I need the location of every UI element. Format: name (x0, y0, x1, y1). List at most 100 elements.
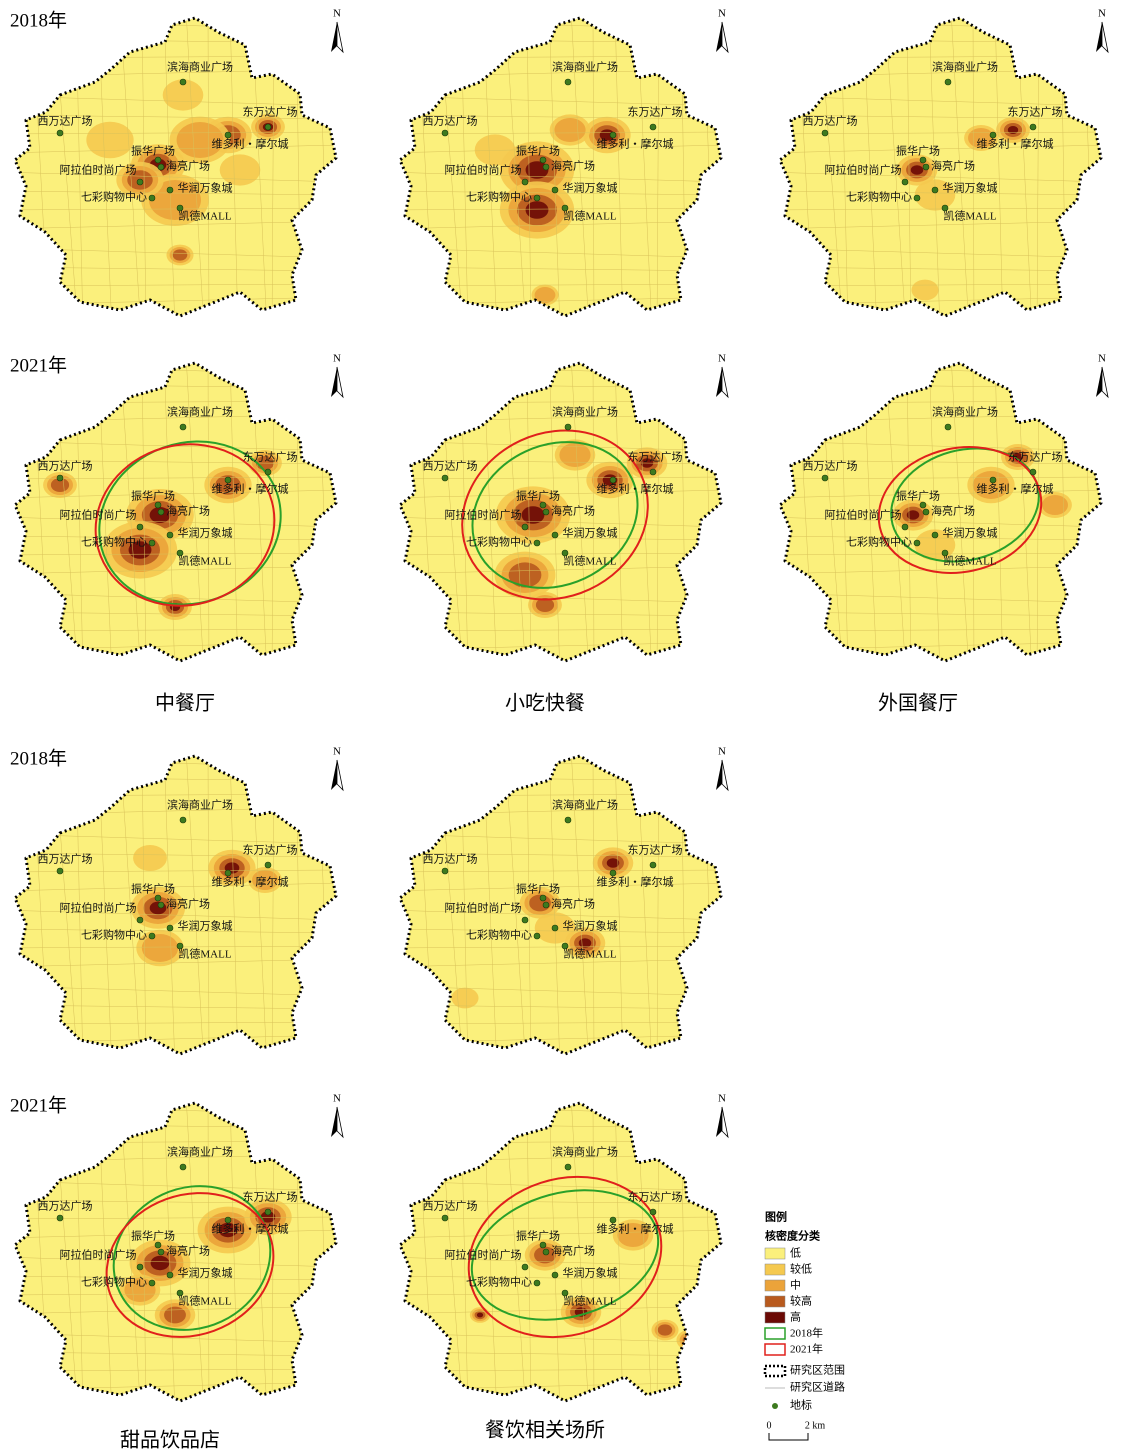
density-spot (133, 845, 167, 871)
density-spot (554, 118, 585, 142)
landmark-label: 七彩购物中心 (466, 190, 532, 204)
landmark-label: 海亮广场 (551, 504, 595, 518)
landmark-label: 滨海商业广场 (167, 405, 233, 419)
landmark-dot (155, 157, 161, 163)
landmark-dot (650, 124, 656, 130)
landmark-label: 维多利・摩尔城 (212, 482, 289, 496)
landmark-dot (225, 1217, 231, 1223)
landmark-label: 七彩购物中心 (466, 535, 532, 549)
landmark-label: 维多利・摩尔城 (597, 482, 674, 496)
north-arrow (716, 760, 722, 790)
landmark-dot (610, 1217, 616, 1223)
density-spot (723, 842, 738, 853)
map-panel: 滨海商业广场西万达广场东万达广场维多利・摩尔城振华广场海亮广场阿拉伯时尚广场华润… (385, 353, 728, 675)
landmark-label: 海亮广场 (551, 897, 595, 911)
landmark-dot (137, 524, 143, 530)
landmark-dot (822, 475, 828, 481)
landmark-label: 西万达广场 (38, 459, 93, 473)
landmark-dot (932, 187, 938, 193)
north-label: N (718, 8, 726, 20)
map-panel: 滨海商业广场西万达广场东万达广场维多利・摩尔城振华广场海亮广场阿拉伯时尚广场华润… (765, 8, 1108, 330)
landmark-dot (522, 1264, 528, 1270)
landmark-label: 七彩购物中心 (846, 535, 912, 549)
landmark-dot (902, 524, 908, 530)
landmark-dot (534, 540, 540, 546)
landmark-label: 东万达广场 (1008, 105, 1063, 119)
legend-label: 地标 (790, 1398, 812, 1412)
north-arrow (331, 1107, 337, 1137)
landmark-label: 凯德MALL (178, 947, 231, 961)
landmark-dot (565, 817, 571, 823)
year-label: 2018年 (10, 9, 67, 31)
landmark-label: 滨海商业广场 (552, 60, 618, 74)
landmark-dot (610, 132, 616, 138)
legend-label: 2018年 (790, 1326, 823, 1340)
density-spot (607, 858, 619, 868)
landmark-dot (543, 1249, 549, 1255)
landmark-dot (914, 195, 920, 201)
landmark-label: 振华广场 (896, 489, 940, 503)
landmark-label: 阿拉伯时尚广场 (60, 1248, 137, 1262)
landmark-dot (522, 179, 528, 185)
north-arrow (331, 22, 337, 52)
landmark-label: 海亮广场 (931, 504, 975, 518)
density-spot (173, 249, 188, 260)
road (395, 10, 405, 330)
north-label: N (333, 746, 341, 758)
landmark-label: 七彩购物中心 (81, 928, 147, 942)
landmark-label: 东万达广场 (628, 450, 683, 464)
legend-swatch (765, 1264, 785, 1275)
landmark-label: 振华广场 (131, 144, 175, 158)
road (775, 10, 785, 330)
road (10, 355, 20, 675)
landmark-label: 凯德MALL (943, 554, 996, 568)
landmark-dot (552, 187, 558, 193)
landmark-label: 振华广场 (896, 144, 940, 158)
landmark-dot (822, 130, 828, 136)
north-label: N (718, 1093, 726, 1105)
landmark-dot (167, 532, 173, 538)
map-panel: 滨海商业广场西万达广场东万达广场维多利・摩尔城振华广场海亮广场阿拉伯时尚广场华润… (0, 746, 343, 1068)
landmark-label: 振华广场 (516, 489, 560, 503)
category-label: 中餐厅 (155, 692, 215, 715)
landmark-dot (265, 862, 271, 868)
landmark-label: 东万达广场 (243, 105, 298, 119)
legend: 图例核密度分类低较低中较高高2018年2021年研究区范围研究区道路地标02 k… (765, 1210, 845, 1440)
landmark-label: 东万达广场 (628, 1190, 683, 1204)
landmark-label: 海亮广场 (166, 1244, 210, 1258)
road (10, 10, 20, 330)
road (395, 355, 405, 675)
landmark-label: 西万达广场 (38, 1199, 93, 1213)
road (720, 10, 725, 330)
landmark-label: 滨海商业广场 (932, 405, 998, 419)
landmark-label: 东万达广场 (243, 450, 298, 464)
legend-swatch (765, 1312, 785, 1323)
legend-swatch (765, 1248, 785, 1259)
north-arrow (716, 367, 722, 397)
density-spot (579, 938, 591, 948)
year-label: 2021年 (10, 354, 67, 376)
landmark-label: 华润万象城 (943, 181, 998, 195)
landmark-label: 维多利・摩尔城 (597, 137, 674, 151)
landmark-label: 阿拉伯时尚广场 (60, 508, 137, 522)
landmark-dot (137, 1264, 143, 1270)
landmark-dot (543, 509, 549, 515)
landmark-label: 振华广场 (516, 144, 560, 158)
north-label: N (333, 353, 341, 365)
legend-title: 图例 (765, 1210, 787, 1224)
road (385, 20, 725, 30)
landmark-label: 西万达广场 (423, 114, 478, 128)
landmark-label: 华润万象城 (178, 181, 233, 195)
road (765, 365, 1105, 375)
landmark-label: 东万达广场 (628, 843, 683, 857)
landmark-dot (155, 502, 161, 508)
landmark-label: 东万达广场 (628, 105, 683, 119)
landmark-dot (534, 933, 540, 939)
landmark-dot (442, 1215, 448, 1221)
landmark-label: 滨海商业广场 (167, 1145, 233, 1159)
north-label: N (718, 746, 726, 758)
landmark-label: 振华广场 (131, 489, 175, 503)
landmark-label: 西万达广场 (803, 459, 858, 473)
legend-swatch (765, 1344, 785, 1355)
landmark-label: 维多利・摩尔城 (977, 482, 1054, 496)
